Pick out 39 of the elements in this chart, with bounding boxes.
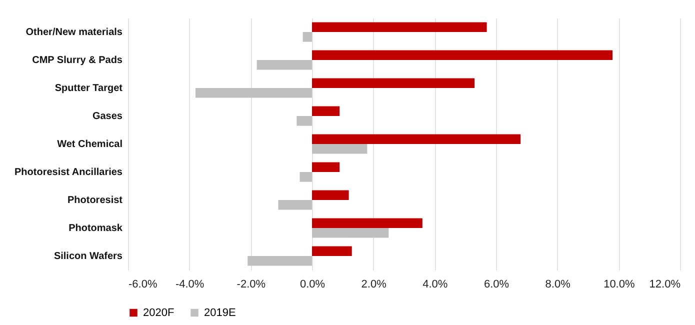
bar (312, 50, 613, 60)
bar (312, 22, 487, 32)
bar (312, 134, 521, 144)
bar (312, 228, 389, 238)
bar (312, 190, 349, 200)
x-tick-label: 12.0% (649, 278, 681, 290)
bar (248, 256, 312, 266)
bar (312, 246, 352, 256)
x-tick-label: 8.0% (545, 278, 571, 290)
y-tick-label: Wet Chemical (57, 139, 123, 150)
y-tick-label: Photoresist Ancillaries (14, 167, 123, 178)
x-tick-label: -2.0% (236, 278, 266, 290)
bar (312, 218, 422, 228)
y-tick-label: CMP Slurry & Pads (32, 55, 123, 66)
bar (296, 116, 312, 126)
bar (278, 200, 312, 210)
bar (300, 172, 312, 182)
bar (302, 32, 312, 42)
y-tick-label: Gases (92, 111, 123, 122)
y-tick-label: Sputter Target (54, 83, 124, 94)
y-tick-label: Other/New materials (26, 27, 123, 38)
x-tick-label: 4.0% (422, 278, 448, 290)
x-tick-label: -4.0% (175, 278, 204, 290)
y-tick-label: Photoresist (67, 195, 124, 206)
x-tick-label: 0.0% (300, 278, 326, 290)
bar (312, 162, 340, 172)
bar (312, 144, 368, 154)
legend-label: 2020F (143, 306, 174, 319)
legend-label: 2019E (204, 306, 236, 319)
x-tick-label: 2.0% (361, 278, 387, 290)
x-tick-label: 10.0% (604, 278, 635, 290)
bar (195, 88, 312, 98)
bar (256, 60, 312, 70)
bar (312, 78, 475, 88)
x-tick-label: -6.0% (128, 278, 158, 290)
bar (312, 106, 340, 116)
y-tick-label: Photomask (68, 223, 123, 234)
x-tick-label: 6.0% (484, 278, 510, 290)
y-tick-label: Silicon Wafers (54, 251, 123, 262)
